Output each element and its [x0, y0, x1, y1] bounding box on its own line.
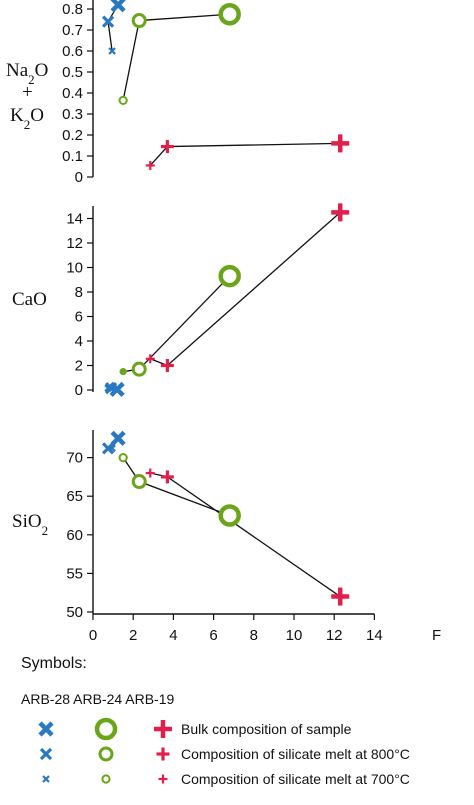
plot-layer: 0 0.1 0.2 0.3 0.4 0.5 0.6 0.7 0.8 0 2 4 6 8 10 12 14 50 55…	[62, 0, 383, 644]
legend-row-700: Composition of silicate melt at 700°C	[181, 771, 410, 787]
x-tick-label: 4	[169, 627, 177, 644]
sio2-point-arb-28-700c	[108, 444, 116, 453]
cao-point-arb-24-bulk	[218, 264, 241, 288]
cao-point-arb-19-bulk	[331, 203, 350, 222]
legend-symbol-arb-28-bulk-stroke-b	[38, 721, 54, 737]
sio2-point-arb-28-800c-stroke-b	[101, 442, 115, 455]
sio2-y-tick-label: 50	[66, 604, 83, 621]
alk-point-arb-28-700c-stroke-b	[108, 47, 116, 55]
x-tick-label: 6	[209, 627, 217, 644]
legend-symbol-arb-28-800c	[39, 747, 53, 761]
alk-y-tick-label: 0.1	[62, 148, 83, 165]
legend-symbol-arb-24-700c	[101, 774, 111, 784]
cao-y-tick-label: 12	[66, 235, 83, 252]
cao-point-arb-19-700c	[145, 354, 155, 364]
alk-point-arb-28-bulk	[110, 0, 126, 13]
sio2-y-tick-label: 60	[66, 527, 83, 544]
cao-y-tick-label: 14	[66, 211, 83, 228]
legend-row-800: Composition of silicate melt at 800°C	[181, 746, 410, 762]
sio2-y-tick-label: 65	[66, 488, 83, 505]
sio2-ylabel: SiO2	[12, 511, 48, 538]
sio2-point-arb-28-800c	[101, 442, 115, 455]
cao-y-tick-label: 6	[75, 309, 83, 326]
sio2-tie-line-arb-19	[150, 472, 341, 598]
x-tick-label: 0	[89, 627, 97, 644]
alk-point-arb-24-bulk	[218, 3, 241, 26]
sio2-y-tick-label: 70	[66, 450, 83, 467]
sio2-y-tick-label: 55	[66, 565, 83, 582]
legend-symbol-arb-28-800c-stroke-b	[39, 747, 53, 761]
alk-y-tick-label: 0.7	[62, 22, 83, 39]
alk-y-tick-label: 0.2	[62, 127, 83, 144]
x-tick-label: 8	[250, 627, 258, 644]
sio2-point-arb-24-bulk	[218, 504, 241, 527]
sio2-point-arb-24-800c	[131, 474, 147, 490]
cao-point-arb-24-700c	[119, 368, 127, 376]
sio2-point-arb-28-bulk	[110, 430, 126, 446]
alk-point-arb-24-800c	[131, 13, 147, 29]
alk-y-tick-label: 0.4	[62, 85, 83, 102]
sio2-point-arb-19-800c	[160, 470, 174, 484]
alk-tie-line-arb-19	[149, 142, 341, 166]
alk-point-arb-19-800c	[160, 140, 174, 154]
alk-y-tick-label: 0.8	[62, 1, 83, 18]
x-tick-label: 2	[129, 627, 137, 644]
x-tick-label: 14	[366, 627, 383, 644]
cao-point-arb-28-700c	[104, 384, 112, 392]
cao-ylabel: CaO	[12, 289, 47, 310]
alk-point-arb-19-700c	[145, 160, 155, 170]
sio2-point-arb-28-bulk-stroke-b	[110, 430, 126, 446]
alk-y-tick-label: 0.6	[62, 43, 83, 60]
legend-symbol-arb-24-800c	[98, 746, 114, 762]
legend-samples: ARB-28 ARB-24 ARB-19	[21, 691, 175, 707]
legend-symbol-arb-19-bulk	[154, 720, 172, 738]
sio2-point-arb-24-700c	[118, 453, 128, 463]
sio2-point-arb-19-700c	[145, 468, 155, 478]
legend-symbol-arb-19-700c	[158, 774, 168, 784]
alk-y-tick-label: 0.3	[62, 106, 83, 123]
legend-row-bulk: Bulk composition of sample	[181, 721, 352, 737]
alk-point-arb-28-700c	[108, 47, 116, 55]
cao-y-tick-label: 0	[75, 382, 83, 399]
cao-point-arb-24-800c	[131, 361, 147, 377]
x-tick-label: 12	[326, 627, 343, 644]
cao-point-arb-28-800c-stroke-b	[104, 382, 118, 395]
legend-symbol-arb-28-bulk	[38, 721, 54, 737]
cao-y-tick-label: 4	[75, 333, 83, 350]
alk-point-arb-28-800c	[101, 15, 115, 28]
legend-symbols	[38, 717, 172, 784]
legend-symbol-arb-24-bulk	[94, 717, 118, 741]
alk-y-tick-label: 0.5	[62, 64, 83, 81]
sio2-point-arb-19-bulk	[331, 587, 350, 606]
cao-y-tick-label: 2	[75, 358, 83, 375]
alk-point-arb-28-800c-stroke-b	[101, 15, 115, 28]
cao-point-arb-19-800c	[160, 359, 174, 372]
alk-point-arb-19-bulk	[331, 134, 350, 153]
sio2-point-arb-28-700c-stroke-b	[108, 444, 116, 453]
alk-point-arb-24-700c	[118, 95, 128, 105]
alk-ylabel-plus: +	[22, 82, 33, 103]
alk-ylabel-na2o: Na2O	[6, 60, 48, 87]
legend-symbol-arb-28-700c	[42, 775, 50, 783]
legend-symbol-arb-19-800c	[156, 747, 170, 761]
x-axis-label: F	[432, 627, 441, 644]
legend-title: Symbols:	[21, 655, 87, 672]
cao-point-arb-28-700c-stroke-b	[104, 384, 112, 392]
cao-point-arb-28-800c	[104, 382, 118, 395]
legend-symbol-arb-28-700c-stroke-b	[42, 775, 50, 783]
cao-y-tick-label: 10	[66, 260, 83, 277]
cao-y-tick-label: 8	[75, 284, 83, 301]
x-tick-label: 10	[286, 627, 303, 644]
alk-ylabel-k2o: K2O	[10, 105, 44, 132]
cao-tie-line-arb-19	[150, 211, 341, 367]
alk-y-tick-label: 0	[75, 169, 83, 186]
alk-point-arb-28-bulk-stroke-b	[110, 0, 126, 13]
cao-point-arb-28-bulk-stroke-b	[109, 381, 125, 397]
